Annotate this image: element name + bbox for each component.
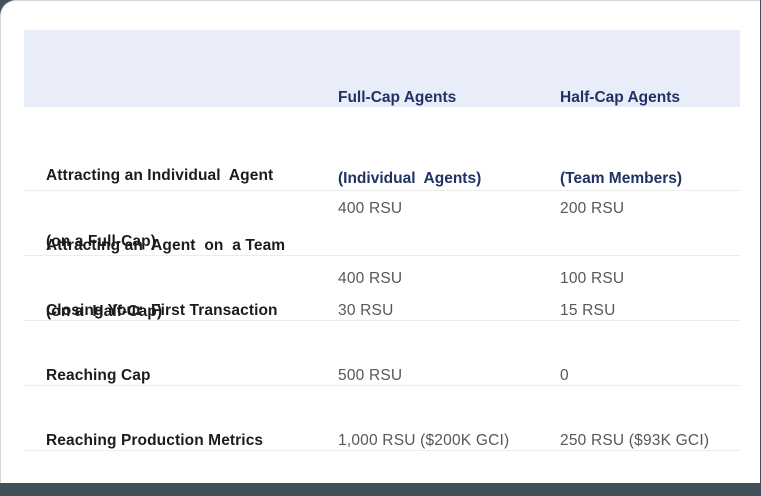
header-col-half-cap-sublabel: (Team Members) (560, 170, 683, 187)
row-label: Reaching Cap (46, 367, 151, 384)
cell-full-cap: 500 RSU (338, 367, 403, 384)
row-label-cell: Attracting an Individual Agent (on a Ful… (24, 121, 338, 297)
cell-half-cap: 15 RSU (560, 302, 616, 319)
row-label-cell: Reaching Cap (24, 321, 338, 431)
row-label-cell: Reaching Production Metrics (24, 386, 338, 496)
cell-full-cap: 400 RSU (338, 270, 403, 287)
row-label-cell: Closing Your First Transaction (24, 256, 338, 366)
table-row: Attracting an Agent on a Team (on a Half… (24, 191, 740, 320)
table-row: Closing Your First Transaction 30 RSU 15… (24, 256, 740, 321)
cell-half-cap: 250 RSU ($93K GCI) (560, 432, 710, 449)
header-col-full-cap-sublabel: (Individual Agents) (338, 170, 482, 187)
row-label: Reaching Production Metrics (46, 432, 264, 449)
cell-full-cap: 400 RSU (338, 200, 403, 217)
cell-half-cap: 100 RSU (560, 270, 625, 287)
content-card: Full-Cap Agents (Individual Agents) Half… (0, 0, 760, 483)
rsu-awards-table: Full-Cap Agents (Individual Agents) Half… (24, 30, 740, 451)
cell-full-cap: 1,000 RSU ($200K GCI) (338, 432, 510, 449)
row-label: Attracting an Agent on a Team (46, 237, 286, 254)
cell-half-cap: 200 RSU (560, 200, 625, 217)
row-label-cell: Attracting an Agent on a Team (on a Half… (24, 191, 338, 367)
row-label: Attracting an Individual Agent (46, 167, 274, 184)
table-row: Reaching Cap 500 RSU 0 (24, 321, 740, 386)
header-col-full-cap: Full-Cap Agents (Individual Agents) (338, 30, 560, 246)
table-row: Attracting an Individual Agent (on a Ful… (24, 107, 740, 250)
cell-full-cap: 30 RSU (338, 302, 394, 319)
row-label: Closing Your First Transaction (46, 302, 278, 319)
row-sublabel: (on a Half-Cap) (46, 303, 163, 320)
row-sublabel: (on a Full-Cap) (46, 233, 156, 250)
header-col-half-cap-label: Half-Cap Agents (560, 89, 680, 106)
table-header: Full-Cap Agents (Individual Agents) Half… (24, 30, 740, 187)
cell-half-cap: 0 (560, 367, 569, 384)
header-col-half-cap: Half-Cap Agents (Team Members) (560, 30, 740, 246)
header-col-full-cap-label: Full-Cap Agents (338, 89, 457, 106)
table-row: Reaching Production Metrics 1,000 RSU ($… (24, 386, 740, 451)
